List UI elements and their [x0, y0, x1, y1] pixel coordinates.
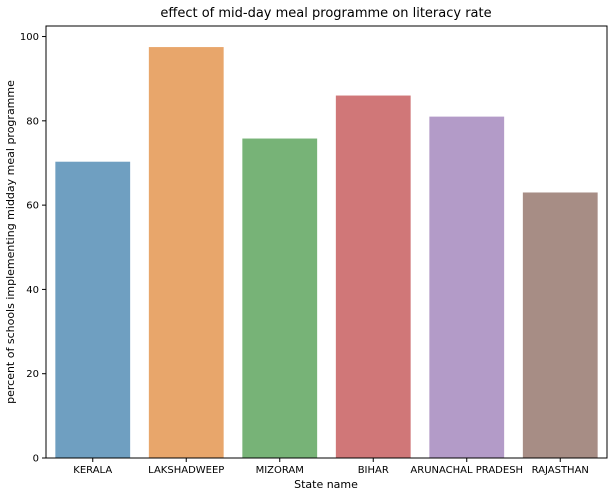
- bar-arunachal-pradesh: [429, 116, 505, 459]
- bar-bihar: [335, 95, 411, 458]
- bars-layer: [55, 47, 598, 459]
- x-axis-label: State name: [294, 478, 358, 491]
- y-tick-label: 40: [26, 285, 39, 296]
- chart-title: effect of mid-day meal programme on lite…: [160, 6, 491, 21]
- x-tick-label: RAJASTHAN: [532, 465, 589, 476]
- y-tick-label: 20: [26, 369, 39, 380]
- y-tick-label: 60: [26, 201, 39, 212]
- x-tick-label: KERALA: [73, 465, 112, 476]
- plot-area-frame: [45, 25, 608, 459]
- y-tick-label: 80: [26, 116, 39, 127]
- x-tick-label: BIHAR: [358, 465, 389, 476]
- y-tick-label: 100: [20, 32, 39, 43]
- y-axis-label: percent of schools implementing midday m…: [4, 80, 17, 404]
- bar-rajasthan: [522, 192, 598, 459]
- x-tick-label: MIZORAM: [256, 465, 304, 476]
- x-tick-label: ARUNACHAL PRADESH: [410, 465, 523, 476]
- x-tick-label: LAKSHADWEEP: [148, 465, 224, 476]
- bar-kerala: [55, 161, 131, 458]
- y-tick-label: 0: [33, 454, 39, 465]
- bar-mizoram: [242, 138, 318, 458]
- y-axis-ticks: 0 20 40 60 80 100: [20, 32, 46, 465]
- bar-lakshadweep: [148, 47, 224, 458]
- x-axis-ticks: KERALA LAKSHADWEEP MIZORAM BIHAR ARUNACHAL P…: [73, 458, 589, 476]
